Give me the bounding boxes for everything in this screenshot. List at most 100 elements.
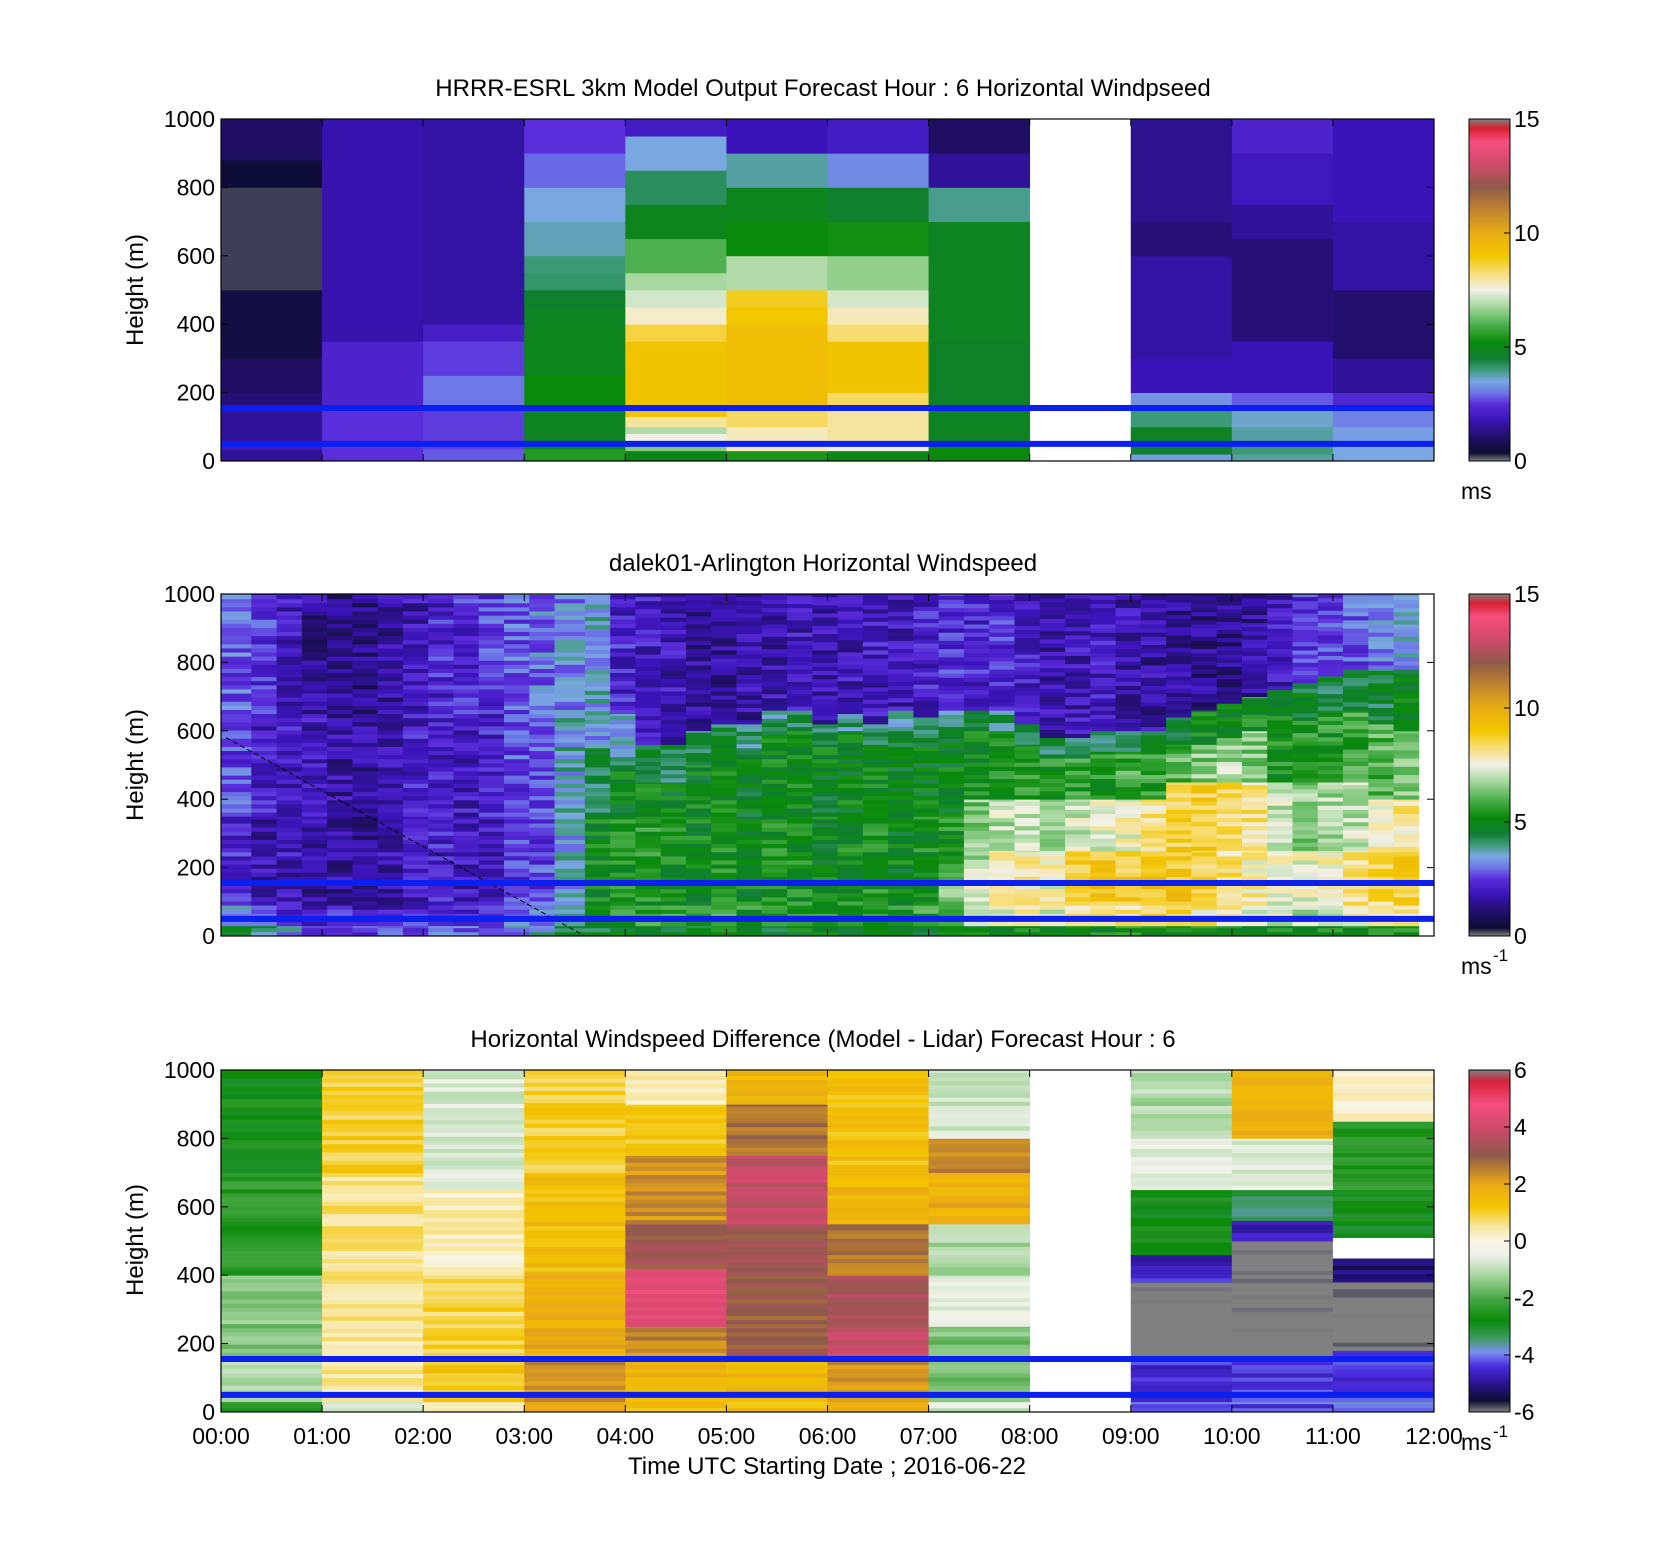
heatmap-cell	[554, 913, 586, 918]
heatmap-cell	[1368, 599, 1394, 604]
heatmap-cell	[1014, 666, 1041, 671]
heatmap-cell	[1292, 829, 1319, 835]
heatmap-cell	[1343, 599, 1369, 604]
heatmap-cell	[938, 842, 965, 848]
heatmap-cell	[913, 667, 940, 673]
heatmap-cell	[423, 1364, 525, 1370]
heatmap-cell	[529, 615, 555, 620]
heatmap-cell	[726, 1290, 828, 1296]
heatmap-cell	[888, 595, 914, 600]
heatmap-cell	[1317, 905, 1344, 910]
heatmap-cell	[1368, 691, 1394, 696]
heatmap-cell	[938, 656, 965, 662]
heatmap-cell	[1292, 753, 1319, 758]
heatmap-cell	[1115, 782, 1142, 788]
heatmap-cell	[761, 872, 788, 877]
heatmap-cell	[862, 892, 889, 898]
heatmap-cell	[1166, 921, 1192, 927]
heatmap-cell	[221, 1221, 323, 1227]
heatmap-cell	[1115, 603, 1142, 609]
heatmap-cell	[1014, 600, 1041, 606]
heatmap-cell	[322, 1271, 424, 1276]
heatmap-cell	[428, 888, 454, 894]
heatmap-cell	[322, 1254, 424, 1260]
heatmap-cell	[327, 602, 353, 608]
heatmap-cell	[529, 901, 555, 906]
heatmap-cell	[685, 665, 712, 670]
heatmap-cell	[1140, 632, 1167, 637]
heatmap-cell	[1216, 860, 1243, 865]
heatmap-cell	[322, 449, 424, 462]
heatmap-cell	[1343, 685, 1369, 691]
heatmap-cell	[711, 703, 737, 708]
heatmap-cell	[352, 668, 379, 674]
heatmap-cell	[837, 799, 864, 805]
heatmap-cell	[1343, 851, 1369, 857]
heatmap-cell	[478, 868, 505, 873]
heatmap-cell	[1140, 673, 1167, 678]
heatmap-cell	[251, 839, 277, 845]
heatmap-cell	[862, 633, 889, 639]
heatmap-cell	[1241, 676, 1268, 681]
heatmap-cell	[423, 1389, 525, 1394]
heatmap-cell	[827, 1262, 929, 1268]
heatmap-cell	[529, 855, 555, 861]
heatmap-cell	[660, 783, 687, 788]
heatmap-cell	[837, 921, 864, 927]
heatmap-cell	[862, 771, 889, 776]
heatmap-cell	[989, 821, 1015, 827]
heatmap-cell	[524, 1135, 626, 1141]
heatmap-cell	[322, 1242, 424, 1247]
heatmap-cell	[837, 742, 864, 747]
heatmap-cell	[1140, 888, 1167, 894]
heatmap-cell	[529, 598, 555, 604]
heatmap-cell	[625, 1407, 727, 1413]
heatmap-cell	[862, 803, 889, 809]
heatmap-cell	[453, 656, 480, 661]
heatmap-cell	[1267, 599, 1293, 604]
heatmap-cell	[377, 921, 404, 927]
heatmap-cell	[635, 637, 662, 643]
heatmap-cell	[1241, 784, 1268, 790]
heatmap-cell	[524, 272, 626, 291]
heatmap-cell	[1065, 663, 1091, 669]
heatmap-cell	[1317, 630, 1344, 636]
heatmap-cell	[327, 631, 353, 637]
heatmap-cell	[1317, 925, 1344, 929]
heatmap-cell	[1241, 797, 1268, 802]
heatmap-cell	[787, 812, 813, 817]
heatmap-cell	[1216, 809, 1243, 814]
heatmap-cell	[377, 855, 404, 861]
heatmap-cell	[221, 1127, 323, 1132]
heatmap-cell	[888, 624, 914, 629]
heatmap-cell	[660, 827, 687, 832]
heatmap-cell	[1343, 901, 1369, 906]
heatmap-cell	[711, 909, 737, 914]
heatmap-cell	[635, 876, 662, 881]
heatmap-cell	[221, 839, 252, 845]
heatmap-cell	[1166, 696, 1192, 702]
heatmap-cell	[938, 718, 965, 723]
heatmap-cell	[352, 775, 379, 780]
heatmap-cell	[913, 787, 940, 793]
heatmap-cell	[685, 628, 712, 633]
heatmap-cell	[221, 701, 252, 706]
heatmap-cell	[504, 721, 530, 727]
heatmap-cell	[928, 1080, 1031, 1086]
heatmap-cell	[1039, 829, 1066, 835]
heatmap-cell	[1216, 851, 1243, 857]
heatmap-cell	[761, 827, 788, 832]
colorbar-unit: ms	[1461, 953, 1492, 979]
heatmap-cell	[862, 847, 889, 853]
heatmap-cell	[1368, 619, 1394, 625]
heatmap-cell	[711, 864, 737, 869]
heatmap-cell	[625, 1260, 727, 1265]
heatmap-cell	[301, 855, 328, 861]
heatmap-cell	[989, 834, 1015, 839]
heatmap-cell	[1115, 718, 1142, 723]
heatmap-cell	[862, 666, 889, 671]
heatmap-cell	[827, 1331, 929, 1337]
heatmap-cell	[625, 290, 727, 308]
panel-title: Horizontal Windspeed Difference (Model -…	[470, 1026, 1175, 1053]
